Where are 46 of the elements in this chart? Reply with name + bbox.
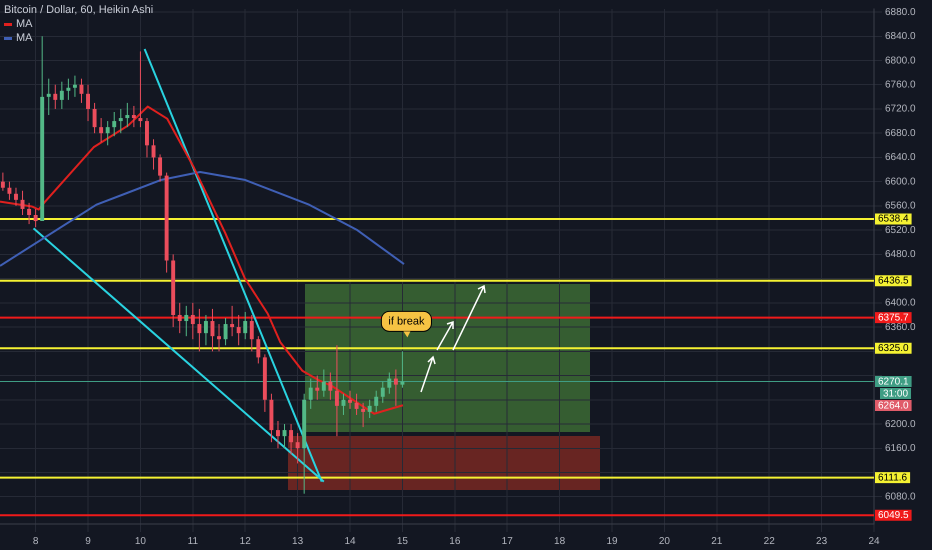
x-tick-label: 15 [396, 536, 408, 547]
x-tick-label: 24 [868, 536, 880, 547]
x-tick-label: 9 [85, 536, 92, 547]
text: 6264.0 [878, 400, 910, 412]
ref-line-label: 6049.5 [878, 510, 910, 521]
ref-line-label: 6325.0 [878, 343, 910, 354]
y-tick-label: 6760.0 [885, 79, 916, 90]
x-tick-label: 17 [502, 536, 514, 547]
y-tick-label: 6400.0 [885, 298, 916, 309]
annotation: if break [388, 315, 425, 328]
legend-label: MA [15, 31, 34, 45]
y-tick-label: 6680.0 [885, 128, 916, 139]
x-tick-label: 12 [240, 536, 252, 547]
y-tick-label: 6520.0 [885, 224, 916, 236]
text: 31:00 [883, 388, 908, 400]
x-tick-label: 18 [554, 536, 566, 547]
legend-label: MA [15, 17, 34, 31]
y-tick-label: 6840.0 [885, 31, 916, 42]
y-tick-label: 6880.0 [885, 6, 916, 18]
x-tick-label: 11 [188, 536, 198, 547]
ref-line-label: 6111.6 [878, 472, 908, 484]
x-tick-label: 14 [344, 536, 356, 547]
y-tick-label: 6600.0 [885, 176, 916, 188]
x-tick-label: 22 [764, 536, 776, 547]
x-tick-label: 8 [32, 536, 39, 547]
y-tick-label: 6800.0 [885, 55, 916, 66]
y-tick-label: 6200.0 [885, 418, 916, 430]
ref-line-label: 6538.4 [878, 214, 910, 225]
x-tick-label: 19 [606, 536, 618, 547]
y-tick-label: 6160.0 [885, 443, 916, 454]
y-tick-label: 6360.0 [885, 322, 916, 333]
y-tick-label: 6560.0 [885, 200, 916, 212]
x-tick-label: 21 [711, 536, 723, 547]
x-tick-label: 23 [816, 536, 828, 547]
ref-line-label: 6375.7 [878, 312, 910, 324]
y-tick-label: 6080.0 [885, 491, 916, 502]
ref-line-label: 6436.5 [878, 275, 910, 286]
y-tick-label: 6480.0 [885, 249, 916, 260]
y-tick-label: 6720.0 [885, 104, 916, 115]
x-tick-label: 10 [134, 536, 146, 547]
x-tick-label: 20 [658, 536, 670, 547]
chart-title: Bitcoin / Dollar, 60, Heikin Ashi [4, 3, 154, 17]
x-tick-label: 13 [292, 536, 304, 547]
y-tick-label: 6640.0 [885, 152, 916, 164]
ref-line-label: 6270.1 [878, 376, 910, 388]
x-tick-label: 16 [449, 536, 461, 547]
